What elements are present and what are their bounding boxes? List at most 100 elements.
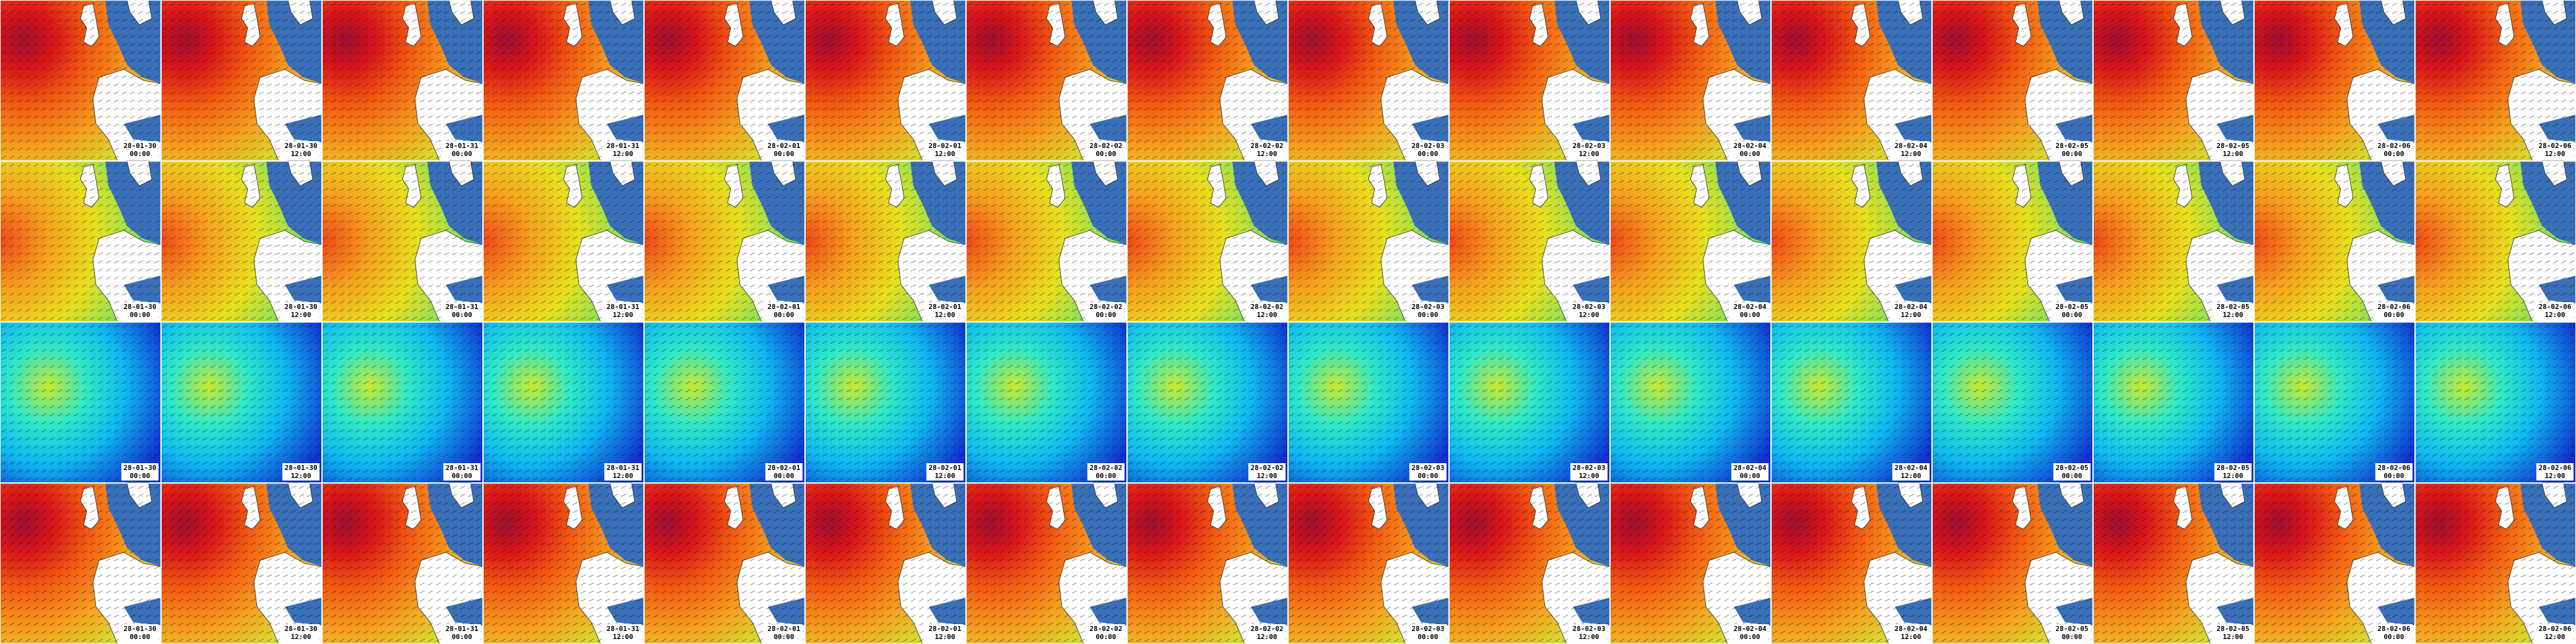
- time-label: 12:00: [1900, 150, 1921, 158]
- date-label: 28-01-31: [446, 464, 479, 472]
- date-label: 28-02-02: [1251, 303, 1284, 311]
- wind-arrows: [1449, 322, 1610, 483]
- label-box: [926, 624, 964, 642]
- label-box: [1248, 141, 1286, 159]
- tile-border: [2254, 0, 2415, 161]
- wind-arrows: [483, 0, 644, 161]
- wind-arrows: [1771, 0, 1932, 161]
- wind-arrows: [1771, 161, 1932, 322]
- tile-border: [1610, 161, 1771, 322]
- date-label: 28-02-05: [2056, 142, 2089, 150]
- time-label: 12:00: [934, 633, 955, 641]
- time-label: 00:00: [1739, 472, 1760, 480]
- date-label: 28-01-31: [607, 303, 640, 311]
- date-label: 28-02-05: [2056, 464, 2089, 472]
- date-label: 28-02-01: [768, 303, 801, 311]
- wind-arrows: [644, 322, 805, 483]
- label-box: [1409, 463, 1447, 481]
- date-label: 28-02-04: [1895, 464, 1928, 472]
- time-label: 12:00: [1256, 633, 1277, 641]
- wind-arrows: [2415, 161, 2576, 322]
- label-box: [604, 141, 642, 159]
- label-box: [1409, 624, 1447, 642]
- date-label: 28-02-03: [1412, 142, 1445, 150]
- tile-border: [1771, 161, 1932, 322]
- tile-border: [1449, 161, 1610, 322]
- wind-arrows: [1932, 483, 2093, 644]
- label-box: [765, 624, 803, 642]
- date-label: 28-02-03: [1573, 142, 1606, 150]
- wind-arrows: [1127, 322, 1288, 483]
- label-box: [1087, 141, 1125, 159]
- time-label: 00:00: [129, 472, 150, 480]
- date-label: 28-02-06: [2378, 464, 2411, 472]
- label-box: [282, 302, 320, 320]
- wind-arrows: [1127, 483, 1288, 644]
- wind-arrows: [805, 161, 966, 322]
- label-box: [2053, 624, 2091, 642]
- tile-border: [1449, 322, 1610, 483]
- time-label: 00:00: [2061, 311, 2082, 319]
- label-box: [2214, 463, 2252, 481]
- date-label: 28-02-06: [2378, 303, 2411, 311]
- label-box: [1731, 624, 1769, 642]
- date-label: 28-02-06: [2378, 142, 2411, 150]
- wind-arrows: [1771, 483, 1932, 644]
- date-label: 28-02-06: [2539, 303, 2572, 311]
- date-label: 28-02-05: [2217, 464, 2250, 472]
- label-box: [121, 463, 159, 481]
- time-label: 00:00: [1739, 633, 1760, 641]
- wind-arrows: [805, 483, 966, 644]
- wind-arrows: [1288, 322, 1449, 483]
- tile-border: [483, 322, 644, 483]
- time-label: 00:00: [2383, 633, 2404, 641]
- wind-arrows: [1610, 161, 1771, 322]
- time-label: 12:00: [290, 150, 311, 158]
- wind-arrows: [0, 161, 161, 322]
- date-label: 28-02-02: [1251, 142, 1284, 150]
- date-label: 28-02-01: [768, 464, 801, 472]
- date-label: 28-02-05: [2217, 625, 2250, 633]
- date-label: 28-02-01: [768, 142, 801, 150]
- date-label: 28-02-02: [1090, 303, 1123, 311]
- label-box: [926, 302, 964, 320]
- wind-arrows: [2415, 322, 2576, 483]
- date-label: 28-02-06: [2539, 625, 2572, 633]
- label-box: [604, 463, 642, 481]
- date-label: 28-02-03: [1412, 625, 1445, 633]
- tile-border: [644, 0, 805, 161]
- date-label: 28-02-05: [2217, 142, 2250, 150]
- time-label: 12:00: [2544, 311, 2565, 319]
- time-label: 12:00: [290, 311, 311, 319]
- time-label: 00:00: [773, 311, 794, 319]
- tile-border: [322, 0, 483, 161]
- wind-arrows: [483, 322, 644, 483]
- time-label: 00:00: [1095, 150, 1116, 158]
- wind-arrows: [0, 322, 161, 483]
- wind-arrows: [2093, 322, 2254, 483]
- time-label: 00:00: [773, 150, 794, 158]
- time-label: 00:00: [1739, 150, 1760, 158]
- tile-border: [644, 322, 805, 483]
- date-label: 28-01-30: [124, 625, 157, 633]
- date-label: 28-02-02: [1090, 464, 1123, 472]
